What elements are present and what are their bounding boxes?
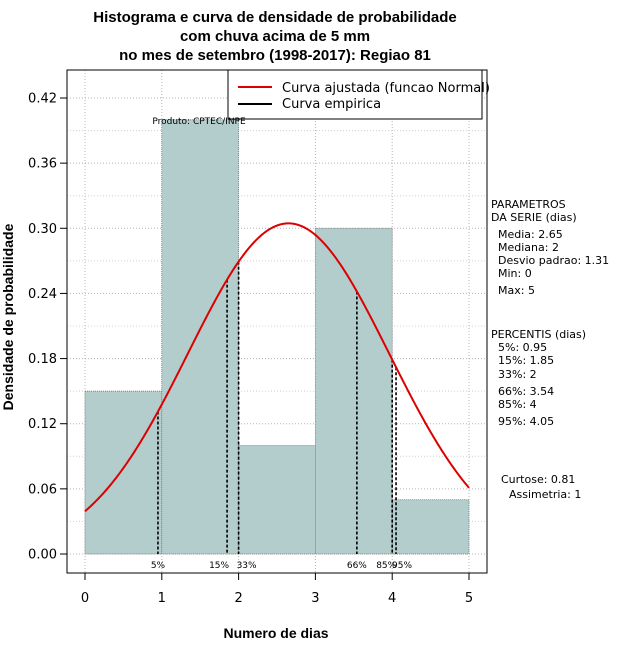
skewness-value: Assimetria: 1 — [509, 488, 581, 501]
y-tick-label: 0.00 — [28, 548, 57, 563]
parameter-median: Mediana: 2 — [498, 241, 559, 254]
y-tick-label: 0.06 — [28, 482, 57, 497]
title-line-3: no mes de setembro (1998-2017): Regiao 8… — [119, 47, 431, 64]
percentile-marker-label: 33% — [237, 561, 257, 571]
percentile-marker-label: 5% — [151, 561, 166, 571]
kurtosis-value: Curtose: 0.81 — [501, 473, 575, 486]
fitted-normal-curve — [84, 222, 470, 513]
legend-empirical-label: Curva empirica — [282, 97, 381, 112]
bars-layer — [84, 119, 470, 555]
legend: Curva ajustada (funcao Normal) Curva emp… — [227, 69, 490, 120]
x-tick-label: 4 — [388, 591, 396, 606]
parameter-sd: Desvio padrao: 1.31 — [498, 254, 609, 267]
histogram-bar — [315, 227, 393, 555]
y-tick-label: 0.18 — [28, 352, 57, 367]
y-tick-label: 0.12 — [28, 417, 57, 432]
product-label: Produto: CPTEC/INPE — [152, 117, 246, 127]
x-tick-label: 5 — [465, 591, 473, 606]
parameter-max: Max: 5 — [498, 284, 535, 297]
percentile-15: 15%: 1.85 — [498, 354, 554, 367]
percentile-5: 5%: 0.95 — [498, 341, 547, 354]
parameters-header-1: PARAMETROS — [491, 198, 566, 211]
percentile-marker-label: 85% — [376, 561, 396, 571]
percentiles-block: PERCENTIS (dias) 5%: 0.95 15%: 1.85 33%:… — [491, 328, 586, 428]
histogram-bar — [84, 390, 163, 555]
percentile-85: 85%: 4 — [498, 398, 537, 411]
x-axis-title: Numero de dias — [223, 625, 328, 641]
series-parameters: PARAMETROS DA SERIE (dias) Media: 2.65 M… — [491, 198, 609, 297]
title-line-2: com chuva acima de 5 mm — [180, 28, 370, 45]
parameter-mean: Media: 2.65 — [498, 228, 563, 241]
x-tick-label: 1 — [158, 591, 166, 606]
shape-block: Curtose: 0.81 Assimetria: 1 — [501, 473, 581, 501]
y-axis-title: Densidade de probabilidade — [0, 223, 16, 410]
percentile-marker-label: 66% — [347, 561, 367, 571]
parameter-min: Min: 0 — [498, 267, 532, 280]
y-tick-label: 0.30 — [28, 222, 57, 237]
percentile-marker-label: 95% — [392, 561, 412, 571]
y-tick-label: 0.24 — [28, 287, 57, 302]
axes-layer: 0 1 2 3 4 5 0.00 0.06 0.12 0.18 0.24 0.30 0.36 0.42 — [28, 92, 473, 607]
percentile-marker-label: 15% — [209, 561, 229, 571]
x-tick-label: 3 — [311, 591, 319, 606]
percentile-95: 95%: 4.05 — [498, 415, 554, 428]
parameters-header-2: DA SERIE (dias) — [491, 211, 577, 224]
percentile-layer: 5% 15% 33% 66% 85%95% — [151, 261, 412, 571]
x-tick-label: 0 — [81, 591, 89, 606]
percentile-33: 33%: 2 — [498, 368, 537, 381]
legend-fit-label: Curva ajustada (funcao Normal) — [282, 81, 490, 96]
histogram-bar — [391, 499, 470, 555]
title-line-1: Histograma e curva de densidade de proba… — [93, 9, 456, 26]
histogram-bar — [238, 445, 316, 555]
legend-box — [227, 69, 483, 120]
histogram-bar — [161, 119, 239, 555]
x-tick-label: 2 — [234, 591, 242, 606]
y-tick-label: 0.42 — [28, 92, 57, 107]
percentile-66: 66%: 3.54 — [498, 385, 554, 398]
y-tick-label: 0.36 — [28, 157, 57, 172]
percentiles-header: PERCENTIS (dias) — [491, 328, 586, 341]
